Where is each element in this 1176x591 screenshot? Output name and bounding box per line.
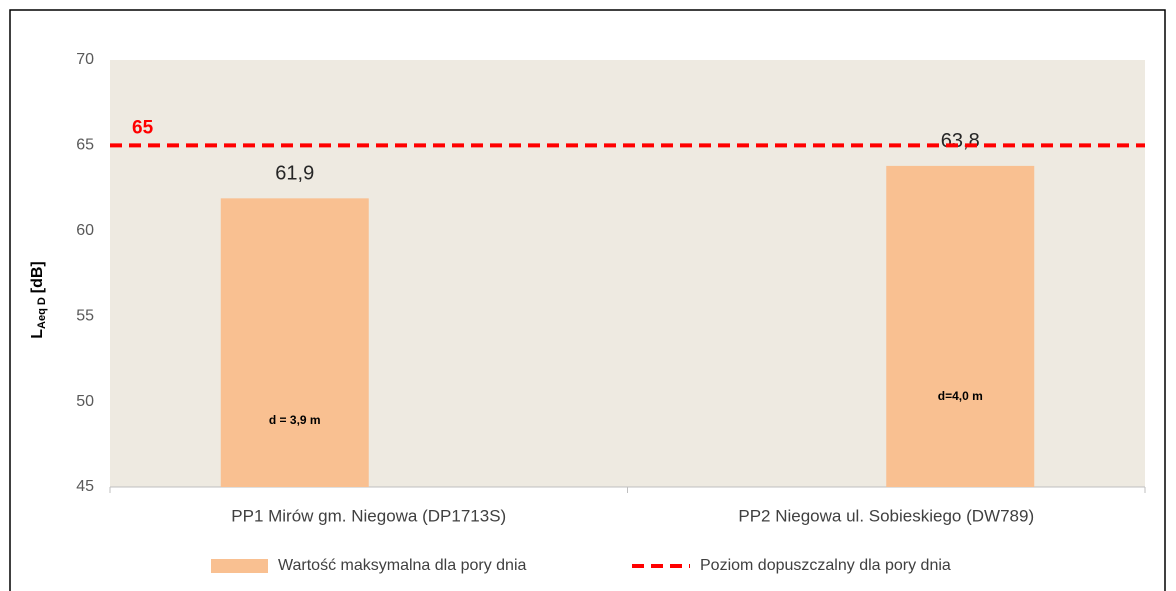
y-tick-label: 45 xyxy=(76,478,94,495)
y-label-sub: Aeq D xyxy=(36,297,48,329)
y-tick-label: 65 xyxy=(76,137,94,154)
y-tick-label: 55 xyxy=(76,307,94,324)
y-axis-label: LAeq D [dB] xyxy=(29,261,48,339)
y-label-main: L xyxy=(29,329,46,339)
x-tick-label: PP1 Mirów gm. Niegowa (DP1713S) xyxy=(231,506,506,525)
annotation: d = 3,9 m xyxy=(269,413,321,427)
legend-label: Wartość maksymalna dla pory dnia xyxy=(278,557,526,574)
x-tick-label: PP2 Niegowa ul. Sobieskiego (DW789) xyxy=(738,506,1034,525)
annotation: d=4,0 m xyxy=(938,389,983,403)
y-tick-label: 70 xyxy=(76,51,94,68)
value-label: 63,8 xyxy=(941,130,980,152)
threshold-label: 65 xyxy=(132,117,154,138)
y-tick-label: 50 xyxy=(76,393,94,410)
frame xyxy=(9,9,1166,591)
legend-label: Poziom dopuszczalny dla pory dnia xyxy=(700,557,951,574)
legend-swatch xyxy=(211,559,268,573)
y-tick-label: 60 xyxy=(76,222,94,239)
y-label-unit: [dB] xyxy=(29,261,46,293)
value-label: 61,9 xyxy=(275,163,314,185)
bar xyxy=(886,165,1035,487)
bar xyxy=(220,198,369,487)
